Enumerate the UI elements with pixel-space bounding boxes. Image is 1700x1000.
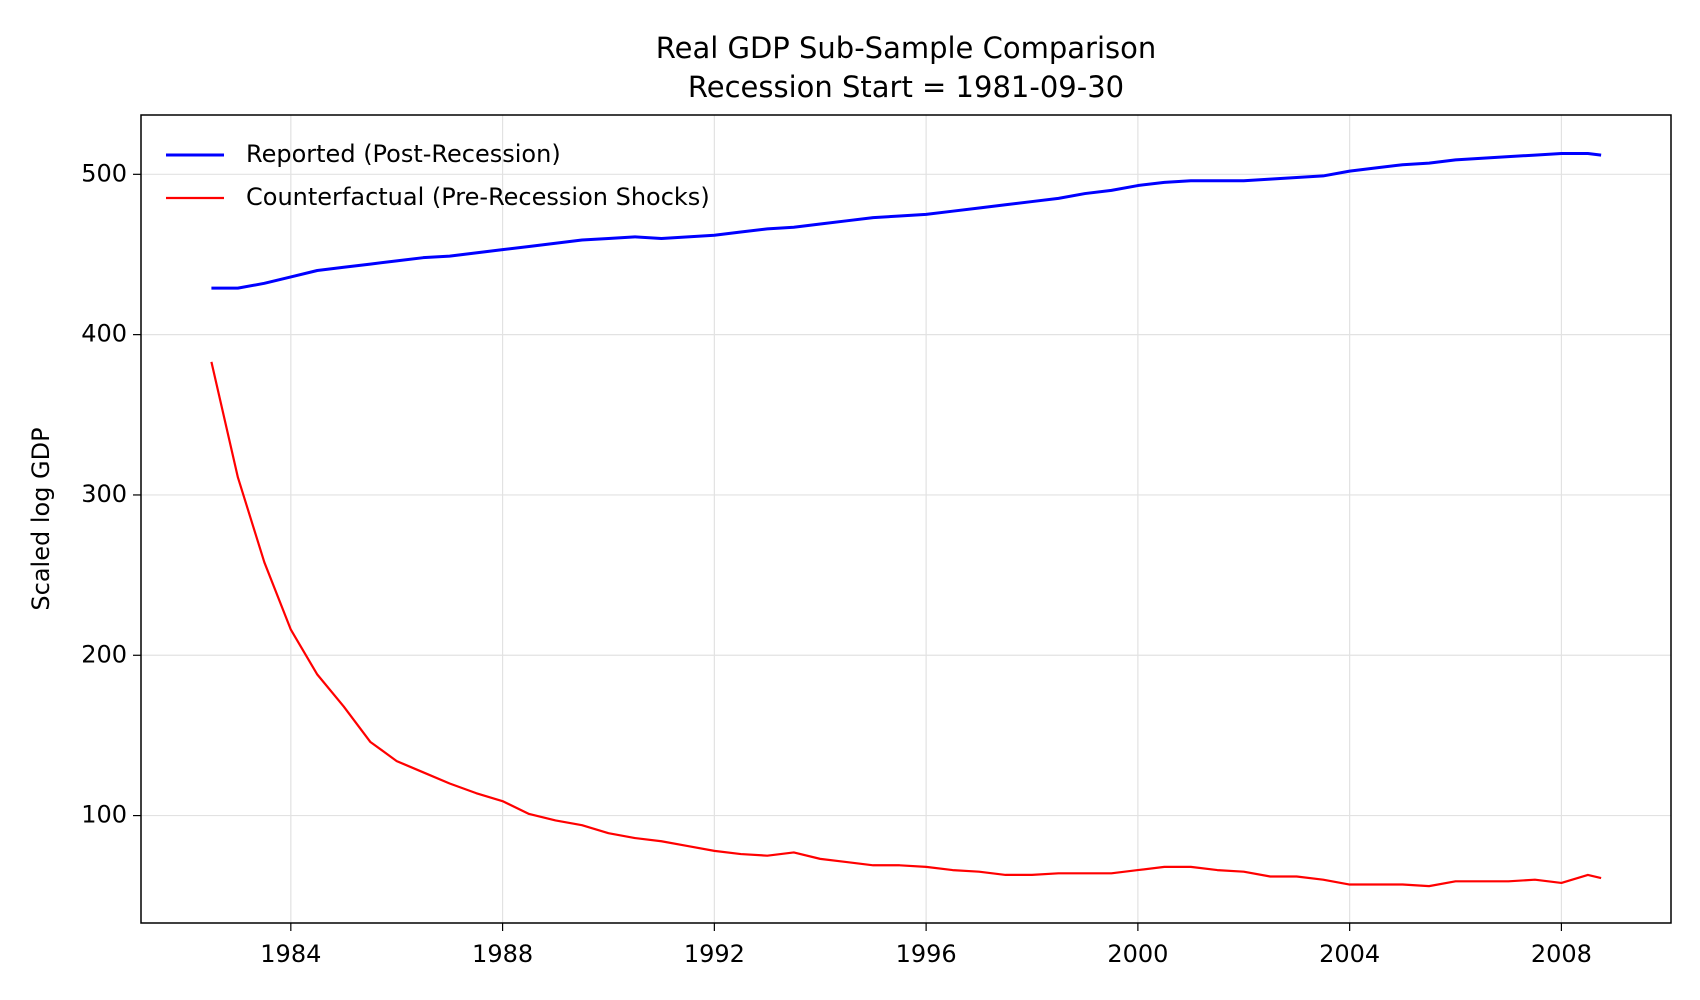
x-tick-label: 1988 <box>472 940 533 968</box>
x-tick-label: 1992 <box>684 940 745 968</box>
y-tick-label: 500 <box>81 159 127 187</box>
line <box>210 361 1602 888</box>
line <box>211 151 1602 290</box>
legend-label: Counterfactual (Pre-Recession Shocks) <box>246 183 710 211</box>
y-tick-label: 400 <box>81 320 127 348</box>
y-axis-label: Scaled log GDP <box>27 427 55 610</box>
x-tick-label: 2008 <box>1531 940 1592 968</box>
plot-frame <box>140 114 1672 924</box>
y-tick-label: 300 <box>81 480 127 508</box>
chart-title: Real GDP Sub-Sample Comparison <box>656 31 1157 65</box>
x-tick-label: 1984 <box>260 940 321 968</box>
x-tick-label: 1996 <box>896 940 957 968</box>
legend-label: Reported (Post-Recession) <box>246 140 561 168</box>
y-tick-label: 100 <box>81 801 127 829</box>
x-tick-label: 2000 <box>1107 940 1168 968</box>
chart-subtitle: Recession Start = 1981-09-30 <box>688 70 1124 104</box>
x-tick-label: 2004 <box>1319 940 1380 968</box>
y-tick-label: 200 <box>81 640 127 668</box>
